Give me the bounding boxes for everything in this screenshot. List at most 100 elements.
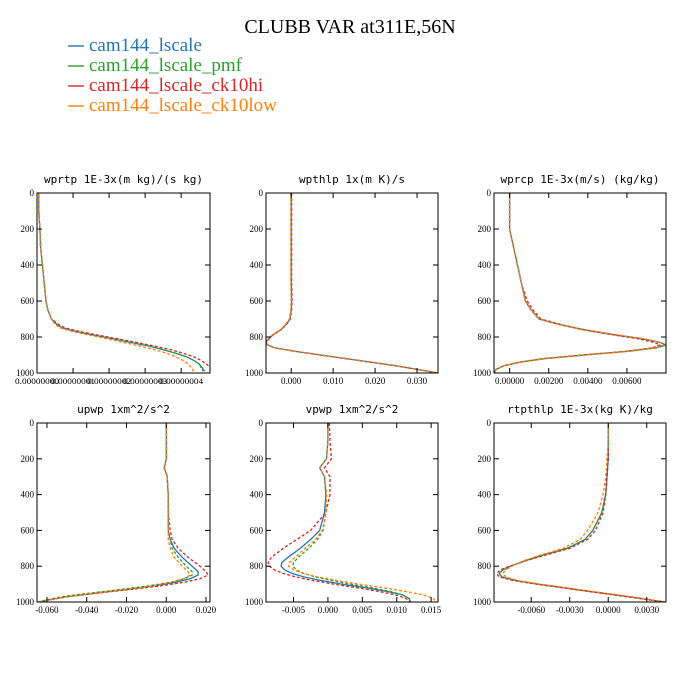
plot-frame — [265, 422, 439, 603]
panel-title: upwp 1xm^2/s^2 — [77, 403, 170, 416]
series-line — [38, 423, 209, 602]
x-tick-label: -0.020 — [115, 605, 139, 615]
x-tick-label: 0.010 — [323, 376, 344, 386]
y-tick-label: 200 — [250, 454, 264, 464]
x-tick-label: 0.00000002 — [87, 377, 131, 386]
legend-entry: cam144_lscale_ck10hi — [89, 75, 263, 96]
x-tick-label: 0.0030 — [634, 605, 659, 615]
y-tick-label: 0 — [259, 188, 264, 198]
y-tick-label: 400 — [478, 490, 492, 500]
y-tick-label: 200 — [478, 454, 492, 464]
y-tick-label: 200 — [21, 224, 35, 234]
x-tick-label: 0.00000004 — [159, 377, 203, 386]
x-tick-label: 0.00400 — [573, 376, 603, 386]
x-tick-label: 0.00000001 — [51, 377, 95, 386]
y-tick-label: 600 — [478, 525, 492, 535]
series-line — [494, 193, 662, 373]
series-line — [267, 423, 411, 602]
x-tick-label: 0.00000000 — [15, 377, 59, 386]
legend-entry: cam144_lscale — [89, 35, 202, 56]
series-line — [266, 193, 438, 373]
plot-frame — [36, 422, 211, 603]
chart-panel: vpwp 1xm^2/s^2 0 200 400 600 800 1000 -0.005 0.0… — [245, 403, 442, 615]
y-tick-label: 400 — [250, 260, 264, 270]
y-tick-label: 0 — [30, 418, 35, 428]
y-tick-label: 600 — [21, 296, 35, 306]
legend: cam144_lscalecam144_lscale_pmfcam144_lsc… — [68, 35, 277, 116]
x-tick-label: 0.00000003 — [123, 377, 167, 386]
x-tick-label: 0.00200 — [534, 376, 564, 386]
panel-title: wpthlp 1x(m K)/s — [299, 173, 405, 186]
series-line — [287, 423, 438, 602]
y-tick-label: 200 — [250, 224, 264, 234]
plot-frame — [36, 192, 211, 374]
x-tick-label: -0.0060 — [517, 605, 545, 615]
y-tick-label: 400 — [478, 260, 492, 270]
x-tick-label: 0.015 — [421, 605, 442, 615]
series-line — [292, 423, 412, 602]
x-tick-label: 0.020 — [196, 605, 217, 615]
y-tick-label: 800 — [478, 561, 492, 571]
x-tick-label: -0.005 — [282, 605, 306, 615]
plot-frame — [493, 422, 667, 603]
y-tick-label: 800 — [478, 332, 492, 342]
series-line — [502, 423, 665, 602]
series-line — [495, 423, 665, 602]
chart-panel: wprcp 1E-3x(m/s) (kg/kg) 0 200 400 600 800 100… — [473, 173, 667, 386]
series-line — [38, 423, 191, 602]
panel-title: vpwp 1xm^2/s^2 — [306, 403, 399, 416]
y-tick-label: 800 — [250, 332, 264, 342]
x-tick-label: 0.0000 — [596, 605, 621, 615]
y-tick-label: 1000 — [473, 597, 492, 607]
series-line — [494, 193, 666, 373]
y-tick-label: 0 — [487, 188, 492, 198]
plot-frame — [493, 192, 667, 374]
plot-frame — [265, 192, 439, 374]
panel-title: rtpthlp 1E-3x(kg K)/kg — [507, 403, 653, 416]
y-tick-label: 0 — [259, 418, 264, 428]
series-line — [498, 423, 665, 602]
y-tick-label: 600 — [478, 296, 492, 306]
y-tick-label: 1000 — [245, 368, 264, 378]
x-tick-label: 0.030 — [407, 376, 428, 386]
x-tick-label: 0.000 — [318, 605, 339, 615]
series-line — [280, 423, 412, 602]
x-tick-label: 0.00000 — [495, 376, 525, 386]
chart-panel: wpthlp 1x(m K)/s 0 200 400 600 800 1000 0.000 0.… — [245, 173, 439, 386]
y-tick-label: 600 — [250, 525, 264, 535]
x-tick-label: -0.060 — [35, 605, 59, 615]
legend-entry: cam144_lscale_ck10low — [89, 95, 277, 116]
series-line — [38, 193, 210, 372]
y-tick-label: 600 — [250, 296, 264, 306]
y-tick-label: 400 — [250, 490, 264, 500]
chart-panel: wprtp 1E-3x(m kg)/(s kg) 0 200 400 600 800 100… — [15, 173, 211, 386]
y-tick-label: 1000 — [245, 597, 264, 607]
x-tick-label: 0.020 — [365, 376, 386, 386]
y-tick-label: 1000 — [16, 368, 35, 378]
series-line — [38, 193, 195, 372]
x-tick-label: 0.000 — [281, 376, 302, 386]
y-tick-label: 800 — [250, 561, 264, 571]
x-tick-label: 0.005 — [352, 605, 373, 615]
y-tick-label: 0 — [30, 188, 35, 198]
series-line — [494, 193, 666, 373]
x-tick-label: -0.0030 — [556, 605, 584, 615]
y-tick-label: 400 — [21, 260, 35, 270]
y-tick-label: 1000 — [473, 368, 492, 378]
x-tick-label: 0.000 — [156, 605, 177, 615]
legend-entry: cam144_lscale_pmf — [89, 55, 243, 76]
y-tick-label: 200 — [478, 224, 492, 234]
series-line — [38, 423, 193, 602]
panel-title: wprtp 1E-3x(m kg)/(s kg) — [44, 173, 203, 186]
y-tick-label: 1000 — [16, 597, 35, 607]
series-line — [38, 193, 204, 372]
series-line — [38, 423, 199, 602]
chart-panel: upwp 1xm^2/s^2 0 200 400 600 800 1000-0.060 -0.… — [16, 403, 217, 615]
series-line — [498, 423, 665, 602]
x-tick-label: 0.00600 — [612, 376, 642, 386]
series-line — [266, 193, 438, 373]
x-tick-label: 0.010 — [387, 605, 408, 615]
panel-grid: wprtp 1E-3x(m kg)/(s kg) 0 200 400 600 800 100… — [15, 173, 667, 615]
figure-title: CLUBB VAR at311E,56N — [244, 16, 455, 38]
